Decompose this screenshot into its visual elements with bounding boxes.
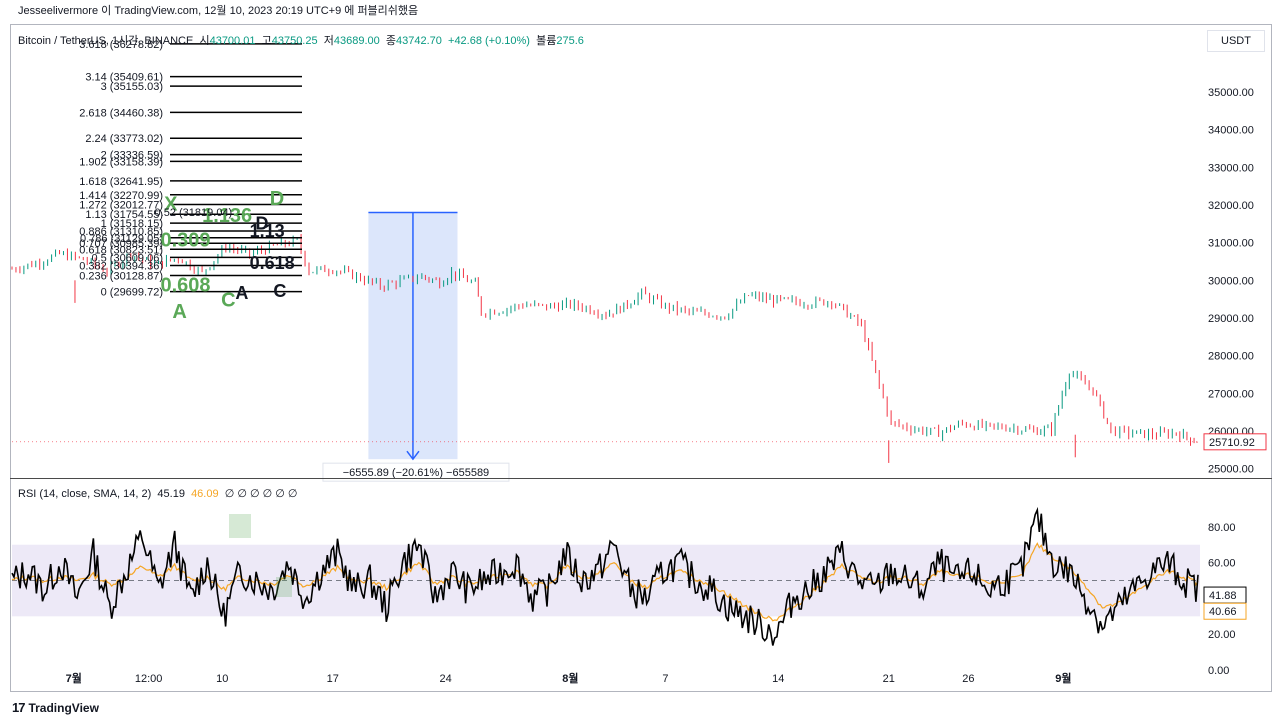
rsi-axis-label: 0.00 <box>1208 665 1229 677</box>
time-axis-label: 9월 <box>1055 671 1071 685</box>
harmonic-ratio-purple: 0.52 (31819.04) <box>155 207 233 219</box>
volume-label: 볼륨 <box>536 35 557 47</box>
na-values: ∅ ∅ ∅ ∅ ∅ ∅ <box>224 488 298 500</box>
time-axis-label: 26 <box>962 673 974 685</box>
sma-last-label: 40.66 <box>1209 606 1237 618</box>
measure-label: −6555.89 (−20.61%) −655589 <box>322 462 510 482</box>
fib-level-label: 0 (29699.72) <box>101 287 163 299</box>
time-axis-label: 7월 <box>66 671 82 685</box>
fib-level-label: 2.24 (33773.02) <box>85 133 163 145</box>
rsi-axis-label: 60.00 <box>1208 558 1236 570</box>
harmonic-label-black: D <box>256 213 269 233</box>
fib-level-label: 0.886 (31310.85) <box>79 226 163 238</box>
rsi-highlight-box <box>276 577 292 597</box>
price-axis-label: 31000.00 <box>1208 238 1254 250</box>
rsi-legend-value: 45.19 <box>157 488 185 500</box>
volume-value: 275.6 <box>556 35 584 47</box>
price-axis-label: 33000.00 <box>1208 162 1254 174</box>
rsi-highlight-box <box>229 514 251 538</box>
harmonic-label-green: 0.608 <box>161 275 211 297</box>
time-axis-label: 24 <box>439 673 451 685</box>
price-axis-label: 34000.00 <box>1208 125 1254 137</box>
chart-frame <box>10 24 1272 692</box>
harmonic-label-black: A <box>235 283 248 303</box>
open-value: 43700.01 <box>209 35 256 47</box>
time-axis-label: 8월 <box>562 671 578 685</box>
high-label: 고 <box>261 35 272 47</box>
time-axis-label: 12:00 <box>135 673 163 685</box>
harmonic-label-black: C <box>273 281 286 301</box>
harmonic-label-green: D <box>270 188 284 210</box>
last-price-box <box>1203 433 1267 451</box>
tv-logo-icon: 17 <box>12 700 26 715</box>
fib-level-label: 1.414 (32270.99) <box>79 190 163 202</box>
measure-arrow-head <box>406 450 420 461</box>
harmonic-label-green: C <box>221 290 235 312</box>
low-value: 43689.00 <box>333 35 380 47</box>
fib-level-label: 0.236 (30128.87) <box>79 270 163 282</box>
price-axis-label: 32000.00 <box>1208 200 1254 212</box>
fib-level-label: 2 (33336.59) <box>101 150 163 162</box>
price-axis-label: 27000.00 <box>1208 388 1254 400</box>
measure-label-text: −6555.89 (−20.61%) −655589 <box>343 467 490 479</box>
fib-level-label: 1.902 (33158.39) <box>79 156 163 168</box>
rsi-axis-label: 20.00 <box>1208 629 1236 641</box>
last-price-label: 25710.92 <box>1209 437 1255 449</box>
price-axis-label: 28000.00 <box>1208 351 1254 363</box>
harmonic-label-green: 0.309 <box>161 229 211 251</box>
harmonic-label-black: 0.618 <box>250 253 295 273</box>
fib-level-label: 0.786 (31129.05) <box>80 233 163 245</box>
price-axis-label: 30000.00 <box>1208 275 1254 287</box>
low-label: 저 <box>323 35 334 47</box>
time-axis-label: 7 <box>662 673 668 685</box>
rsi-line <box>11 506 1199 646</box>
rsi-axis-label: 80.00 <box>1208 522 1236 534</box>
fib-level-label: 1 (31518.15) <box>101 218 163 230</box>
fib-level-label: 0.382 (30394.36) <box>79 260 163 272</box>
symbol-name[interactable]: Bitcoin / TetherUS, 1시간, BINANCE <box>18 35 194 47</box>
harmonic-label-black: 1.13 <box>250 221 285 241</box>
tradingview-logo[interactable]: 17 TradingView <box>12 700 99 715</box>
change-value: +42.68 (+0.10%) <box>448 35 530 47</box>
fib-level-label: 0.618 (30823.51) <box>79 244 163 256</box>
harmonic-label-green: X <box>164 194 178 216</box>
high-value: 43750.25 <box>271 35 318 47</box>
fib-level-label: 1.272 (32012.77) <box>79 200 163 212</box>
time-axis-label: 10 <box>216 673 228 685</box>
currency-button[interactable]: USDT <box>1207 30 1265 52</box>
fib-level-label: 3.14 (35409.61) <box>85 72 163 84</box>
rsi-last-label: 41.88 <box>1209 590 1237 602</box>
fib-level-label: 3 (35155.03) <box>101 81 163 93</box>
fib-level-label: 0.5 (30609.06) <box>91 252 163 264</box>
time-axis-label: 14 <box>772 673 784 685</box>
fib-level-label: 0.707 (30985.39) <box>79 238 163 250</box>
measure-label-box <box>322 462 510 482</box>
rsi-title[interactable]: RSI (14, close, SMA, 14, 2) <box>18 488 152 500</box>
price-axis-label: 35000.00 <box>1208 87 1254 99</box>
harmonic-label-green: 1.136 <box>202 205 252 227</box>
fib-level-label: 1.618 (32641.95) <box>79 176 163 188</box>
open-label: 시 <box>199 35 210 47</box>
time-axis-label: 17 <box>327 673 339 685</box>
close-value: 43742.70 <box>396 35 442 47</box>
symbol-legend[interactable]: Bitcoin / TetherUS, 1시간, BINANCE 시43700.… <box>18 32 584 48</box>
publish-header: Jesseelivermore 이 TradingView.com, 12월 1… <box>18 5 419 17</box>
fib-level-label: 2.618 (34460.38) <box>79 107 163 119</box>
price-axis-label: 25000.00 <box>1208 464 1254 476</box>
harmonic-label-green: A <box>172 301 186 323</box>
close-label: 종 <box>385 35 396 47</box>
pane-separator[interactable] <box>10 478 1272 479</box>
time-axis-label: 21 <box>883 673 895 685</box>
sma-last-box <box>1203 602 1247 620</box>
price-axis-label: 29000.00 <box>1208 313 1254 325</box>
fib-level-label: 1.13 (31754.55) <box>85 209 163 221</box>
rsi-legend[interactable]: RSI (14, close, SMA, 14, 2) 45.19 46.09 … <box>18 487 298 500</box>
brand-text: TradingView <box>28 701 99 715</box>
sma-legend-value: 46.09 <box>191 488 219 500</box>
fib-level-label: 3.618 (36278.82) <box>79 39 163 51</box>
